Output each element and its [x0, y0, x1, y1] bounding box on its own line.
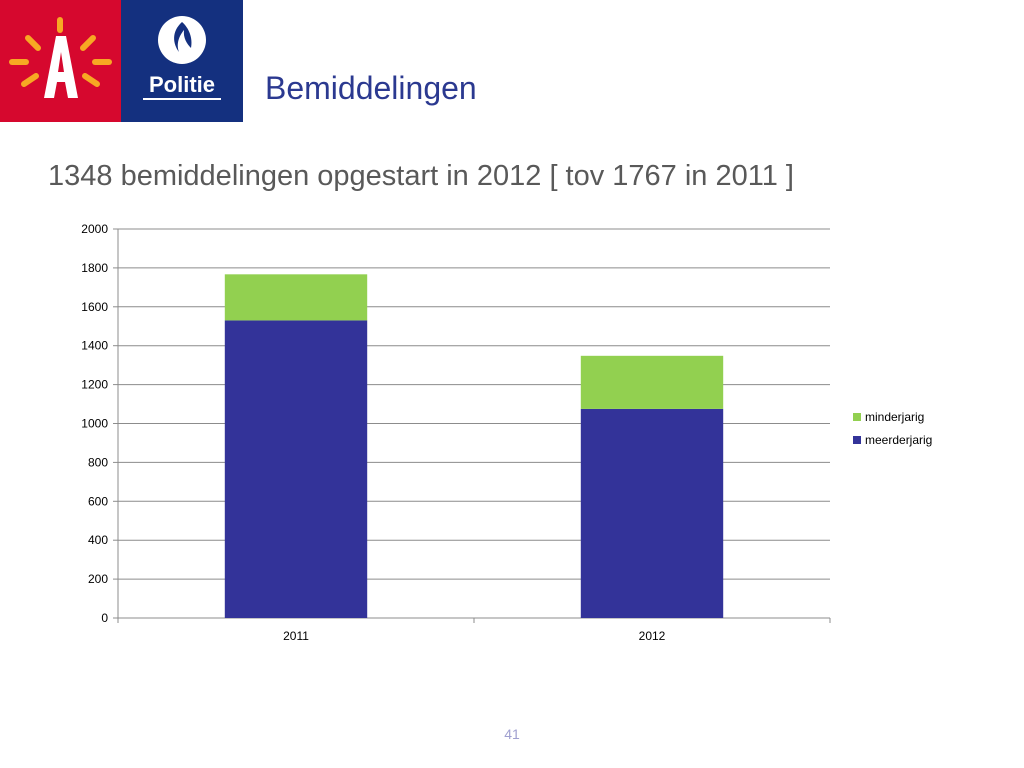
y-tick-label: 1000 — [81, 417, 108, 431]
legend-swatch-meerderjarig — [853, 436, 861, 444]
y-tick-label: 1200 — [81, 378, 108, 392]
bar-minderjarig-2012 — [580, 355, 724, 409]
legend-label-minderjarig: minderjarig — [865, 410, 924, 424]
legend-swatch-minderjarig — [853, 413, 861, 421]
x-tick-label: 2012 — [639, 629, 666, 643]
y-tick-label: 2000 — [81, 222, 108, 236]
bar-meerderjarig-2011 — [224, 320, 368, 618]
politie-logo — [121, 0, 243, 122]
y-tick-label: 1400 — [81, 339, 108, 353]
y-tick-label: 200 — [88, 572, 108, 586]
x-tick-label: 2011 — [283, 629, 309, 643]
y-tick-label: 1600 — [81, 300, 108, 314]
stacked-bar-chart: 0 200 400 600 800 1000 1200 1400 1600 1800 2000 201… — [81, 222, 932, 643]
legend-label-meerderjarig: meerderjarig — [865, 433, 932, 447]
bar-minderjarig-2011 — [224, 274, 368, 321]
bar-meerderjarig-2012 — [580, 408, 724, 618]
y-tick-label: 800 — [88, 455, 108, 469]
antwerp-logo — [0, 0, 121, 122]
page-number: 41 — [504, 726, 520, 742]
y-tick-label: 1800 — [81, 261, 108, 275]
y-tick-label: 400 — [88, 533, 108, 547]
politie-logo-label: Politie — [148, 72, 215, 97]
y-tick-label: 0 — [101, 611, 108, 625]
slide-title: Bemiddelingen — [265, 70, 477, 106]
y-tick-label: 600 — [88, 494, 108, 508]
slide-subtitle: 1348 bemiddelingen opgestart in 2012 [ t… — [48, 160, 794, 192]
